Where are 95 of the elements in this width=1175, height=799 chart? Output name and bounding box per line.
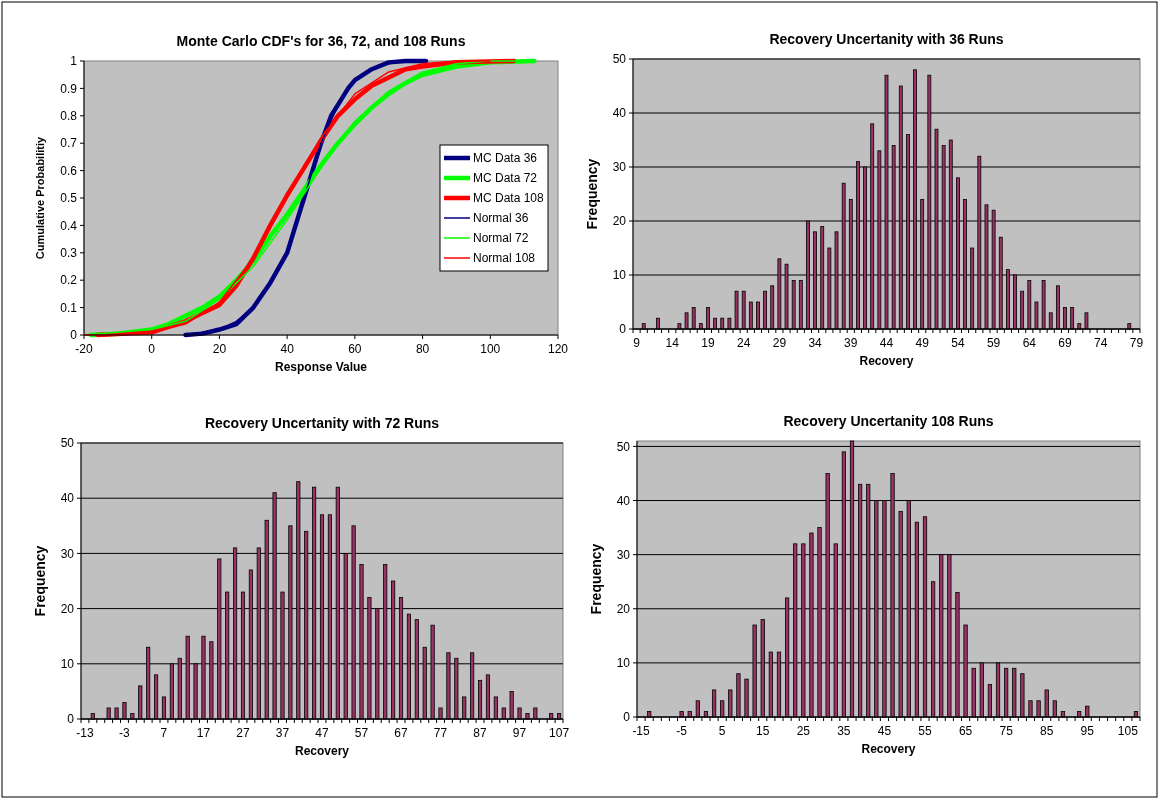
x-axis-title: Recovery [859,354,914,368]
y-tick-label: 30 [616,547,631,562]
x-tick-label: 74 [1094,336,1108,350]
y-tick-label: 0.4 [60,218,78,233]
chart-title: Recovery Uncertanity 108 Runs [783,413,994,429]
x-tick-label: 34 [808,336,823,350]
y-tick-label: 40 [612,106,627,121]
y-tick-label: 1 [70,54,78,69]
x-tick-label: 45 [877,724,892,738]
y-tick-label: 50 [616,439,631,454]
x-tick-label: 77 [433,726,448,740]
x-tick-label: 20 [212,342,227,356]
x-tick-label: 17 [196,726,211,740]
y-tick-label: 20 [60,601,75,616]
x-tick-label: 0 [148,342,156,356]
x-tick-label: 37 [275,726,290,740]
x-tick-label: 47 [315,726,329,740]
y-tick-label: 10 [612,268,627,283]
legend-label: Normal 36 [473,211,529,226]
y-tick-label: 0.2 [60,273,78,288]
y-tick-label: 0.1 [60,300,78,315]
x-tick-label: 14 [665,336,680,350]
x-tick-label: 19 [701,336,715,350]
x-tick-label: 107 [549,726,570,740]
x-tick-label: 40 [280,342,295,356]
x-tick-label: -13 [76,726,94,740]
y-tick-label: 0.8 [60,109,78,123]
y-tick-label: 10 [60,657,75,671]
chart-title: Recovery Uncertanity with 72 Runs [204,415,440,431]
x-tick-label: 57 [354,726,369,740]
y-tick-label: 20 [612,214,627,229]
x-tick-label: 120 [547,342,569,356]
x-tick-label: 9 [633,336,641,350]
x-tick-label: 54 [951,336,965,350]
x-tick-label: 97 [512,726,527,740]
x-tick-label: 100 [480,342,501,356]
x-tick-label: 65 [958,724,973,738]
y-axis-title: Cumulative Probabilitiy [34,136,46,260]
y-tick-label: 30 [612,160,627,175]
x-tick-label: -5 [676,724,688,738]
x-tick-label: 7 [160,726,168,740]
x-tick-label: -20 [75,342,93,356]
x-tick-label: 59 [986,336,1001,350]
legend-label: Normal 72 [473,231,529,246]
y-tick-label: 30 [60,546,75,561]
x-tick-label: 60 [348,342,362,356]
chart-title: Recovery Uncertanity with 36 Runs [769,31,1004,47]
x-tick-label: 24 [737,336,751,350]
y-tick-label: 0 [619,322,627,337]
x-tick-label: -15 [632,724,651,738]
x-tick-label: 75 [999,724,1014,738]
y-axis-title: Frequency [588,543,604,615]
x-tick-label: 85 [1040,724,1054,738]
x-tick-label: 105 [1117,724,1139,738]
x-tick-label: 35 [837,724,851,738]
y-tick-label: 50 [60,436,75,451]
y-tick-label: 0.6 [60,163,78,178]
x-tick-label: 64 [1022,336,1037,350]
x-axis-title: Recovery [294,744,350,758]
x-tick-label: 80 [415,342,430,356]
x-tick-label: 29 [772,336,787,350]
x-tick-label: 49 [915,336,930,350]
x-tick-label: 44 [879,336,894,350]
y-tick-label: 0.7 [60,136,78,151]
y-tick-label: 50 [612,52,627,67]
y-tick-label: 10 [616,656,631,671]
x-tick-label: -3 [119,726,131,740]
x-axis-title: Recovery [861,742,916,756]
x-tick-label: 95 [1080,724,1095,738]
y-tick-label: 0 [623,710,631,725]
x-tick-label: 25 [796,724,811,738]
y-tick-label: 0.9 [60,81,78,96]
x-tick-label: 79 [1129,336,1144,350]
legend-label: MC Data 72 [473,171,538,186]
x-tick-label: 27 [236,726,250,740]
x-tick-label: 15 [756,724,770,738]
y-tick-label: 0.5 [60,191,78,206]
y-tick-label: 20 [616,601,631,616]
legend-label: Normal 108 [473,251,536,266]
y-tick-label: 0.3 [60,246,78,260]
x-tick-label: 55 [918,724,932,738]
legend-label: MC Data 36 [473,151,538,166]
x-tick-label: 5 [718,724,726,738]
y-tick-label: 40 [616,493,631,508]
y-tick-label: 0 [67,712,75,727]
x-axis-title: Response Value [274,360,368,374]
x-tick-label: 67 [394,726,409,740]
y-axis-title: Frequency [584,158,600,230]
chart-title: Monte Carlo CDF's for 36, 72, and 108 Runs [176,33,466,49]
x-tick-label: 39 [844,336,858,350]
y-axis-title: Frequency [32,545,48,617]
x-tick-label: 87 [473,726,488,740]
y-tick-label: 40 [60,491,75,506]
legend-label: MC Data 108 [473,191,545,206]
x-tick-label: 69 [1058,336,1073,350]
